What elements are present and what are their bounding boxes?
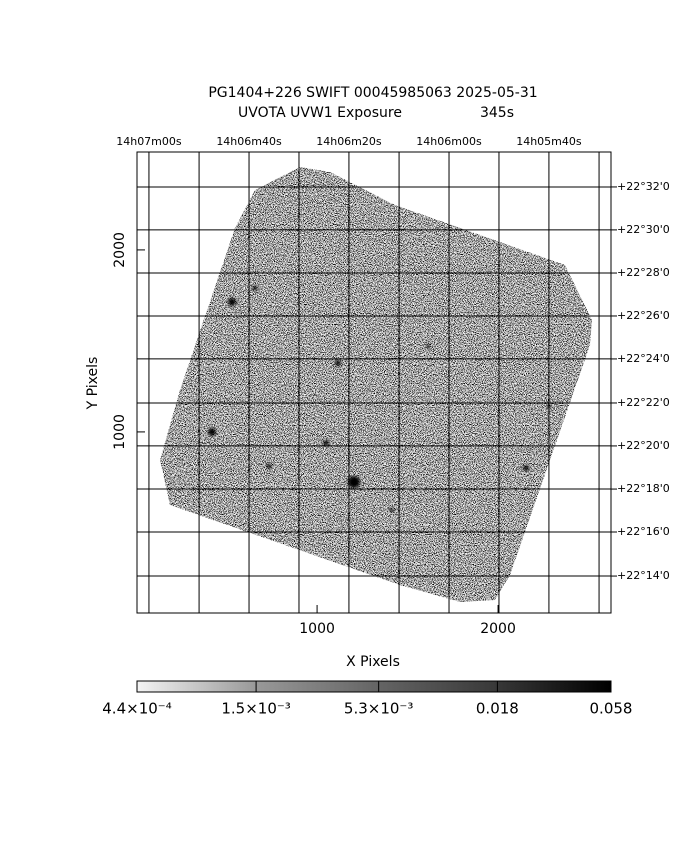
y-tick-label: 2000 xyxy=(112,232,128,268)
x-tick-label: 1000 xyxy=(299,621,335,637)
y2-tick-label: +22°32'0 xyxy=(617,180,670,193)
colorbar xyxy=(136,680,612,693)
x-axis-label: X Pixels xyxy=(346,654,400,670)
colorbar-tick-label: 5.3×10⁻³ xyxy=(344,700,413,718)
x-tick-label: 2000 xyxy=(480,621,516,637)
y2-tick-label: +22°14'0 xyxy=(617,569,670,582)
x2-tick-label: 14h07m00s xyxy=(116,135,182,148)
colorbar-tick-label: 1.5×10⁻³ xyxy=(221,700,290,718)
y2-tick-label: +22°28'0 xyxy=(617,266,670,279)
colorbar-tick-label: 0.058 xyxy=(590,700,633,718)
image-field xyxy=(160,167,592,602)
chart-subtitle: UVOTA UVW1 Exposure xyxy=(238,105,402,121)
x2-tick-label: 14h06m20s xyxy=(316,135,382,148)
exposure: 345s xyxy=(480,105,514,121)
x2-tick-label: 14h05m40s xyxy=(516,135,582,148)
x2-tick-label: 14h06m00s xyxy=(416,135,482,148)
y2-tick-label: +22°26'0 xyxy=(617,309,670,322)
colorbar-tick-label: 4.4×10⁻⁴ xyxy=(102,700,171,718)
sources xyxy=(208,285,551,512)
y2-tick-label: +22°24'0 xyxy=(617,352,670,365)
noise-image xyxy=(160,167,592,602)
y-axis-label: Y Pixels xyxy=(85,357,101,411)
colorbar-tick-label: 0.018 xyxy=(476,700,519,718)
x2-tick-label: 14h06m40s xyxy=(216,135,282,148)
y2-tick-label: +22°18'0 xyxy=(617,482,670,495)
y2-tick-label: +22°30'0 xyxy=(617,223,670,236)
y2-tick-label: +22°20'0 xyxy=(617,439,670,452)
chart-title: PG1404+226 SWIFT 00045985063 2025-05-31 xyxy=(208,85,537,101)
plot-frame xyxy=(136,151,612,614)
y2-tick-label: +22°22'0 xyxy=(617,396,670,409)
y2-tick-label: +22°16'0 xyxy=(617,525,670,538)
y-tick-label: 1000 xyxy=(112,414,128,450)
